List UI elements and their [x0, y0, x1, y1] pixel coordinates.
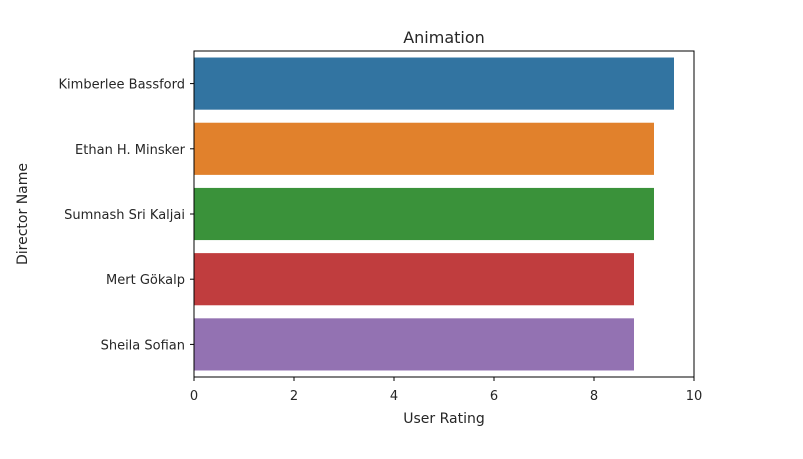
y-category-label: Kimberlee Bassford — [59, 78, 185, 93]
bar-2 — [194, 187, 654, 241]
y-categories-group: Kimberlee Bassford Ethan H. Minsker Sumnas… — [59, 78, 194, 353]
plot-frame — [193, 50, 695, 378]
x-ticks-group: 0 2 4 6 8 10 — [190, 377, 702, 404]
y-category-label: Sheila Sofian — [101, 338, 185, 353]
x-axis-title: User Rating — [403, 411, 485, 427]
x-tick-label: 2 — [290, 389, 298, 404]
x-tick-label: 10 — [686, 389, 703, 404]
y-axis-title: Director Name — [15, 163, 31, 265]
x-tick-label: 4 — [390, 389, 398, 404]
x-tick-label: 6 — [490, 389, 498, 404]
bar-0 — [194, 57, 674, 110]
y-category-label: Sumnash Sri Kaljai — [64, 208, 185, 223]
bar-1 — [194, 122, 654, 175]
y-category-label: Ethan H. Minsker — [75, 143, 186, 158]
x-tick-label: 8 — [590, 389, 598, 404]
y-category-label: Mert Gökalp — [106, 273, 185, 288]
bar-4 — [194, 318, 634, 371]
bar-3 — [194, 253, 634, 306]
bars-group — [194, 57, 674, 371]
x-tick-label: 0 — [190, 389, 198, 404]
chart-title: Animation — [403, 28, 485, 47]
